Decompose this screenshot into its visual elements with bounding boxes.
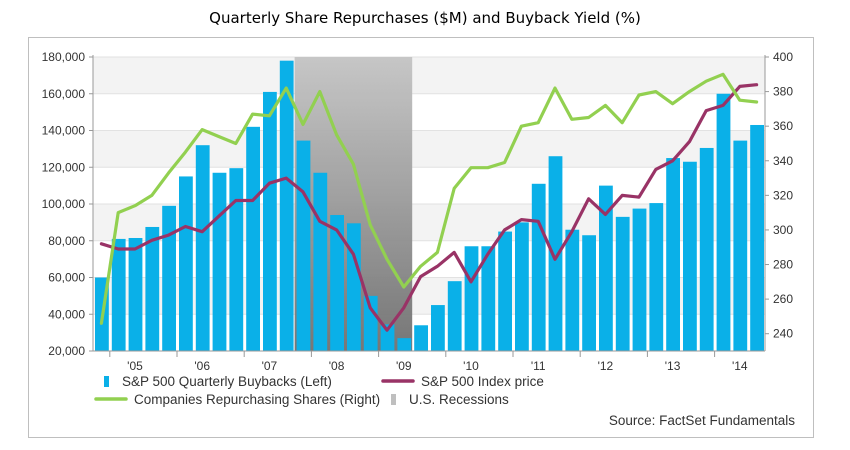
chart-title: Quarterly Share Repurchases ($M) and Buy… [209,9,641,27]
left-tick-label: 20,000 [48,344,85,358]
buyback-bar [565,229,580,351]
buyback-bar [498,231,512,351]
buyback-bar [716,93,731,351]
buyback-bar [347,223,361,351]
buyback-bar [599,185,613,351]
legend-label: U.S. Recessions [409,392,509,407]
buyback-bar [431,305,445,351]
buyback-bar [397,338,412,351]
source-note: Source: FactSet Fundamentals [609,413,795,428]
legend-label: Companies Repurchasing Shares (Right) [134,392,380,407]
buyback-bar [531,183,546,351]
buyback-bar [683,161,697,351]
right-tick-label: 400 [773,50,793,64]
buyback-bar [162,205,176,351]
buyback-bar [179,176,193,351]
buyback-bar [363,295,378,351]
buyback-bar [313,172,328,351]
buyback-bar [414,325,428,351]
legend-marker [391,394,396,405]
chart-frame [28,37,814,438]
x-tick-label: '14 [732,359,748,373]
buyback-bar [195,145,210,351]
grid-band [93,277,765,315]
x-tick-label: '12 [598,359,614,373]
index-price-line [99,83,759,332]
right-tick-label: 320 [773,188,793,202]
buyback-bar [296,140,311,351]
x-tick-label: '10 [463,359,479,373]
buyback-bar [279,60,294,352]
buyback-bar [380,324,395,351]
left-tick-label: 100,000 [42,197,86,211]
left-tick-label: 40,000 [48,307,85,321]
grid-band [93,130,765,168]
x-tick-label: '08 [329,359,345,373]
buyback-bar [145,226,160,351]
right-tick-label: 300 [773,223,793,237]
buyback-bar [733,140,748,351]
x-tick-label: '11 [531,359,546,373]
buyback-bar [632,208,647,351]
x-tick-label: '09 [396,359,412,373]
buyback-bar [263,91,277,351]
right-tick-label: 340 [773,154,793,168]
x-tick-label: '13 [665,359,681,373]
buyback-bar [548,156,563,351]
legend-label: S&P 500 Quarterly Buybacks (Left) [122,374,332,389]
buyback-bar [464,246,479,351]
right-tick-label: 240 [773,327,793,341]
buyback-bar [111,238,126,351]
left-tick-label: 80,000 [48,234,85,248]
repurchasing-companies-line [99,72,759,325]
buyback-bar [615,216,630,351]
legend-label: S&P 500 Index price [421,374,544,389]
x-tick-label: '07 [262,359,278,373]
buyback-bar [582,235,596,351]
left-tick-label: 140,000 [42,124,86,138]
buyback-bar [246,126,260,351]
left-tick-label: 120,000 [42,160,86,174]
right-tick-label: 360 [773,119,793,133]
legend-marker [104,376,109,387]
buyback-bar [447,281,462,351]
buyback-bar [699,147,714,351]
grid-band [93,204,765,241]
buyback-bar [649,203,664,351]
buyback-bar [750,124,764,351]
buyback-bar [330,215,344,351]
buyback-bar [666,158,680,351]
left-tick-label: 180,000 [42,50,86,64]
right-tick-label: 260 [773,292,793,306]
right-tick-label: 280 [773,258,793,272]
buyback-bar [128,237,143,351]
buyback-bar [481,246,496,351]
buyback-bar [212,172,227,351]
buyback-bar [229,168,244,351]
buyback-bar [515,222,529,351]
right-tick-label: 380 [773,85,793,99]
x-tick-label: '05 [127,359,143,373]
left-tick-label: 160,000 [42,87,86,101]
grid-band [93,57,765,94]
x-tick-label: '06 [194,359,210,373]
left-tick-label: 60,000 [48,271,85,285]
